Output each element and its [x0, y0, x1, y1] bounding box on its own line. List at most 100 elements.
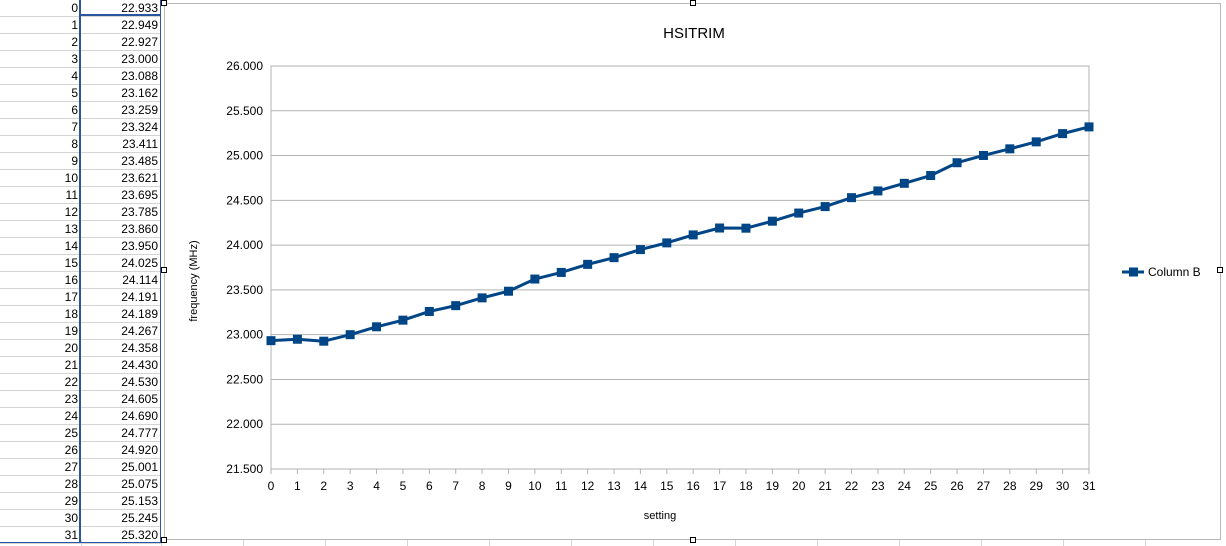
cell-b-24[interactable]: 24.690: [81, 408, 161, 425]
cell-a-18[interactable]: 18: [0, 306, 81, 323]
y-tick-label: 25.000: [226, 149, 263, 163]
resize-handle-bottom-left[interactable]: [161, 537, 167, 543]
resize-handle-left[interactable]: [161, 267, 167, 273]
cell-b-30[interactable]: 25.245: [81, 510, 161, 527]
resize-handle-top[interactable]: [690, 0, 696, 6]
cell-a-10[interactable]: 10: [0, 170, 81, 187]
cell-a-0[interactable]: 0: [0, 0, 81, 17]
cell-a-20[interactable]: 20: [0, 340, 81, 357]
resize-handle-top-left[interactable]: [161, 0, 167, 6]
x-tick-label: 26: [950, 479, 964, 493]
cell-a-4[interactable]: 4: [0, 68, 81, 85]
legend-label: Column B: [1148, 265, 1201, 279]
cell-b-18[interactable]: 24.189: [81, 306, 161, 323]
cell-a-26[interactable]: 26: [0, 442, 81, 459]
cell-a-24[interactable]: 24: [0, 408, 81, 425]
y-tick-label: 23.500: [226, 283, 263, 297]
cell-a-27[interactable]: 27: [0, 459, 81, 476]
cell-b-1[interactable]: 22.949: [81, 17, 161, 34]
cell-b-7[interactable]: 23.324: [81, 119, 161, 136]
cell-b-23[interactable]: 24.605: [81, 391, 161, 408]
cell-b-25[interactable]: 24.777: [81, 425, 161, 442]
cell-a-7[interactable]: 7: [0, 119, 81, 136]
cell-a-29[interactable]: 29: [0, 493, 81, 510]
cell-a-15[interactable]: 15: [0, 255, 81, 272]
data-point: [926, 171, 936, 181]
x-tick-label: 30: [1056, 479, 1070, 493]
column-gridline: [735, 540, 736, 546]
cell-b-11[interactable]: 23.695: [81, 187, 161, 204]
chart-object[interactable]: 21.500 22.000 22.500 23.000 23.500 24.000 24.5…: [164, 3, 1221, 540]
cell-b-8[interactable]: 23.411: [81, 136, 161, 153]
x-tick-label: 8: [479, 479, 486, 493]
cell-b-27[interactable]: 25.001: [81, 459, 161, 476]
x-tick-label: 11: [555, 479, 568, 493]
cell-b-6[interactable]: 23.259: [81, 102, 161, 119]
cell-a-8[interactable]: 8: [0, 136, 81, 153]
data-point: [609, 253, 619, 263]
cell-a-19[interactable]: 19: [0, 323, 81, 340]
data-point: [952, 158, 962, 168]
cell-b-12[interactable]: 23.785: [81, 204, 161, 221]
cell-a-12[interactable]: 12: [0, 204, 81, 221]
cell-a-23[interactable]: 23: [0, 391, 81, 408]
cell-b-13[interactable]: 23.860: [81, 221, 161, 238]
x-tick-label: 21: [818, 479, 832, 493]
data-point: [503, 286, 513, 296]
cell-a-21[interactable]: 21: [0, 357, 81, 374]
cell-a-22[interactable]: 22: [0, 374, 81, 391]
cell-a-1[interactable]: 1: [0, 17, 81, 34]
cell-b-4[interactable]: 23.088: [81, 68, 161, 85]
cell-b-5[interactable]: 23.162: [81, 85, 161, 102]
data-point: [398, 315, 408, 325]
cell-b-15[interactable]: 24.025: [81, 255, 161, 272]
column-gridline: [1145, 540, 1146, 546]
cell-a-25[interactable]: 25: [0, 425, 81, 442]
x-tick-label: 24: [898, 479, 912, 493]
cell-a-6[interactable]: 6: [0, 102, 81, 119]
y-tick-label: 23.000: [226, 328, 263, 342]
cell-a-30[interactable]: 30: [0, 510, 81, 527]
data-point: [662, 238, 672, 248]
x-tick-label: 7: [452, 479, 459, 493]
cell-b-14[interactable]: 23.950: [81, 238, 161, 255]
cell-b-2[interactable]: 22.927: [81, 34, 161, 51]
column-gridline: [653, 540, 654, 546]
x-tick-label: 2: [320, 479, 327, 493]
cell-a-14[interactable]: 14: [0, 238, 81, 255]
cell-a-31[interactable]: 31: [0, 527, 81, 544]
cell-b-28[interactable]: 25.075: [81, 476, 161, 493]
cell-b-16[interactable]: 24.114: [81, 272, 161, 289]
cell-a-17[interactable]: 17: [0, 289, 81, 306]
cell-b-21[interactable]: 24.430: [81, 357, 161, 374]
cell-a-16[interactable]: 16: [0, 272, 81, 289]
cell-a-9[interactable]: 9: [0, 153, 81, 170]
chart-title: HSITRIM: [663, 25, 725, 42]
cell-b-20[interactable]: 24.358: [81, 340, 161, 357]
cell-a-5[interactable]: 5: [0, 85, 81, 102]
cell-a-11[interactable]: 11: [0, 187, 81, 204]
x-tick-label: 1: [294, 479, 301, 493]
cell-b-31[interactable]: 25.320: [81, 527, 161, 544]
data-point: [345, 330, 355, 340]
y-tick-label: 24.000: [226, 238, 263, 252]
y-axis-title: frequency (MHz): [188, 240, 200, 321]
cell-b-3[interactable]: 23.000: [81, 51, 161, 68]
column-gridline: [981, 540, 982, 546]
cell-a-3[interactable]: 3: [0, 51, 81, 68]
resize-handle-bottom[interactable]: [690, 537, 696, 543]
cell-b-17[interactable]: 24.191: [81, 289, 161, 306]
cell-b-29[interactable]: 25.153: [81, 493, 161, 510]
cell-b-9[interactable]: 23.485: [81, 153, 161, 170]
cell-b-22[interactable]: 24.530: [81, 374, 161, 391]
cell-a-28[interactable]: 28: [0, 476, 81, 493]
cell-a-2[interactable]: 2: [0, 34, 81, 51]
data-point: [372, 322, 382, 332]
cell-b-10[interactable]: 23.621: [81, 170, 161, 187]
cell-a-13[interactable]: 13: [0, 221, 81, 238]
y-tick-label: 21.500: [226, 462, 263, 476]
resize-handle-right[interactable]: [1217, 267, 1223, 273]
cell-b-19[interactable]: 24.267: [81, 323, 161, 340]
cell-b-26[interactable]: 24.920: [81, 442, 161, 459]
column-gridline: [161, 540, 162, 546]
